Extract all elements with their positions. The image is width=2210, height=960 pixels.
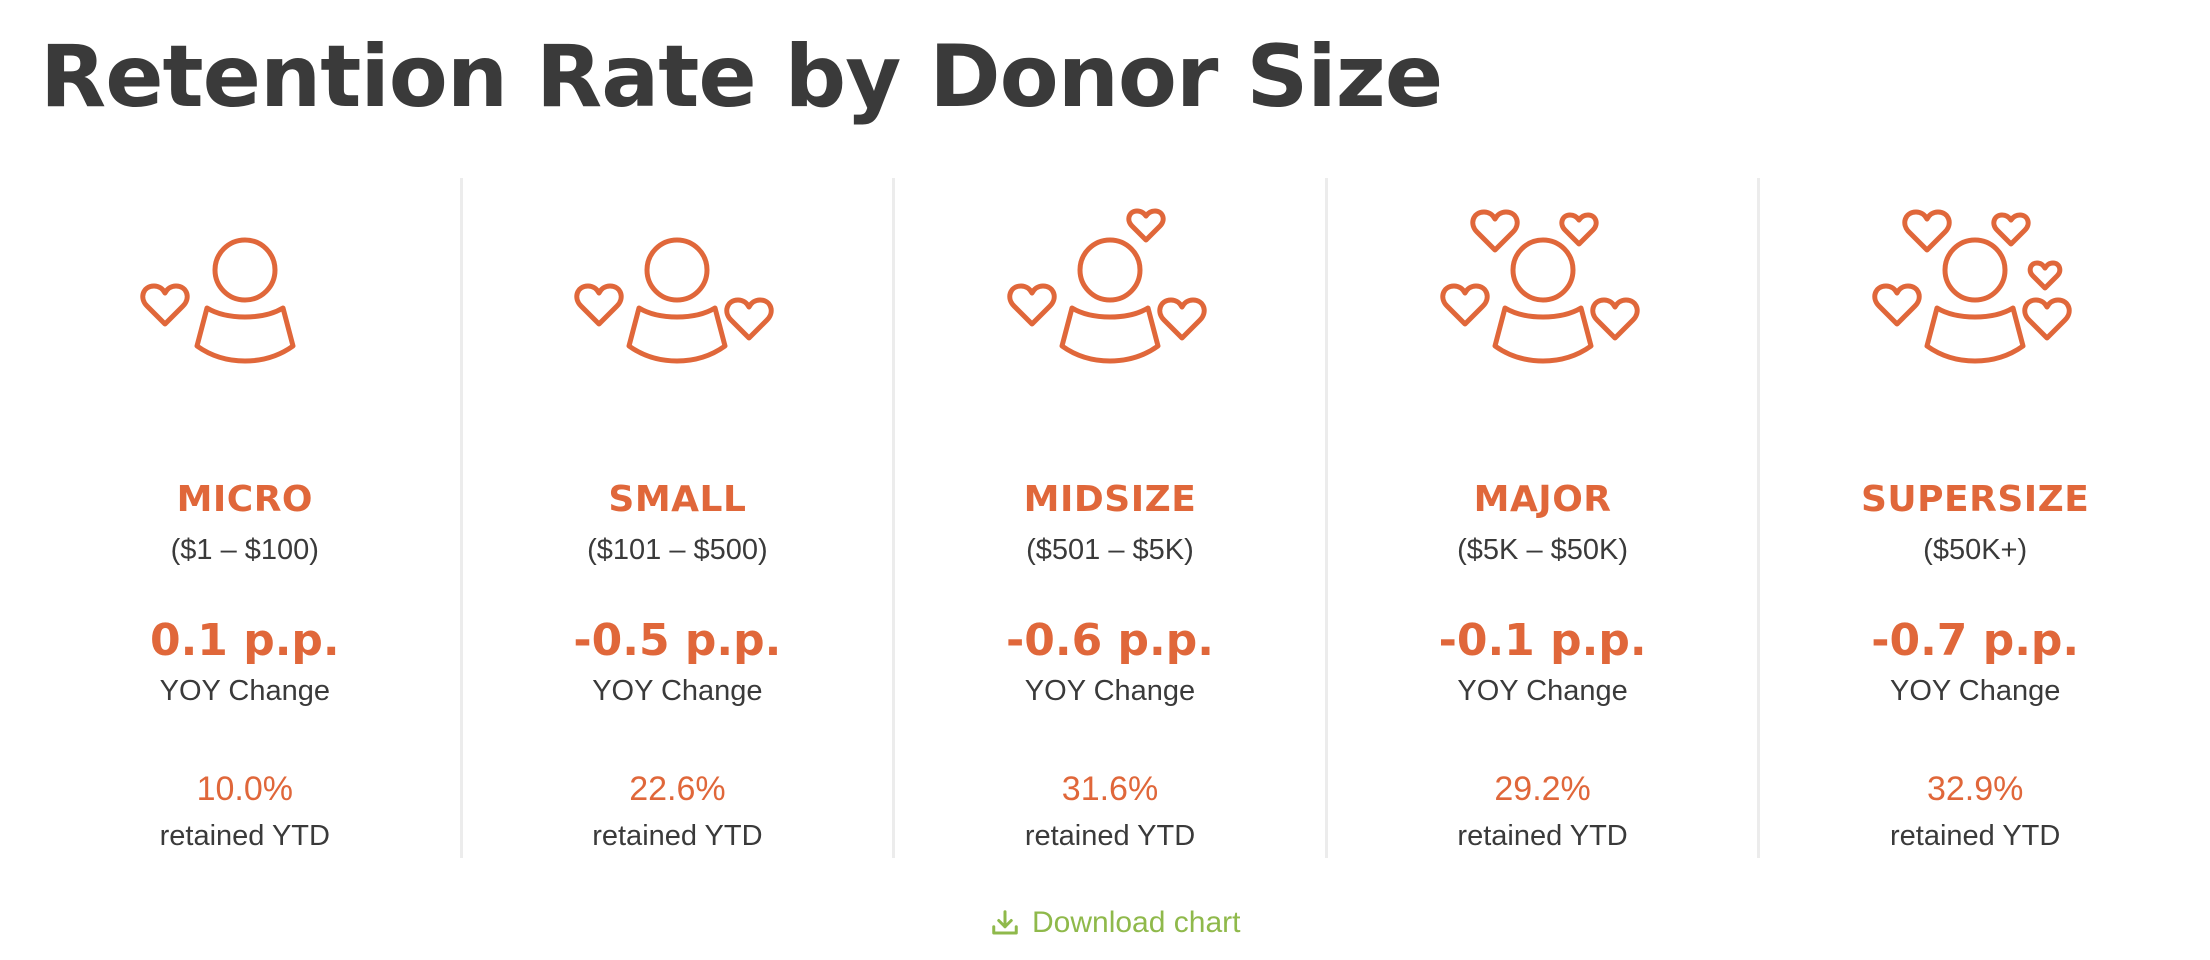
download-chart-label[interactable]: Download chart: [1032, 906, 1241, 939]
segment-name: MAJOR: [1473, 479, 1612, 520]
retained-value: 29.2%: [1494, 770, 1591, 808]
person-four-hearts-icon: [1433, 208, 1653, 418]
yoy-change-value: -0.5 p.p.: [573, 615, 782, 666]
yoy-change-value: -0.7 p.p.: [1871, 615, 2080, 666]
yoy-change-value: 0.1 p.p.: [149, 615, 340, 666]
yoy-change-value: -0.1 p.p.: [1438, 615, 1647, 666]
yoy-change-value: -0.6 p.p.: [1006, 615, 1214, 666]
yoy-change-label: YOY Change: [1889, 675, 2061, 707]
card-small: SMALL ($101 – $500) -0.5 p.p. YOY Change…: [459, 178, 893, 858]
page-title: Retention Rate by Donor Size: [40, 27, 1443, 127]
retained-label: retained YTD: [592, 820, 763, 852]
segment-range: ($501 – $5K): [1026, 534, 1194, 566]
yoy-change-label: YOY Change: [1024, 675, 1196, 707]
segment-name: MIDSIZE: [1023, 479, 1197, 520]
donor-size-cards: MICRO ($1 – $100) 0.1 p.p. YOY Change 10…: [30, 178, 2190, 858]
retained-value: 22.6%: [629, 770, 726, 808]
retained-label: retained YTD: [1024, 820, 1196, 852]
yoy-change-label: YOY Change: [1457, 675, 1628, 707]
segment-name: MICRO: [176, 479, 314, 520]
card-midsize: MIDSIZE ($501 – $5K) -0.6 p.p. YOY Chang…: [892, 178, 1325, 858]
segment-name: SMALL: [608, 479, 747, 520]
card-major: MAJOR ($5K – $50K) -0.1 p.p. YOY Change …: [1324, 178, 1758, 858]
download-chart-button[interactable]: Download chart: [990, 908, 1240, 938]
yoy-change-label: YOY Change: [159, 675, 330, 707]
download-icon: [990, 908, 1020, 938]
segment-range: ($101 – $500): [587, 534, 768, 566]
retained-label: retained YTD: [159, 820, 330, 852]
retained-label: retained YTD: [1457, 820, 1628, 852]
retained-label: retained YTD: [1890, 820, 2061, 852]
person-two-hearts-icon: [567, 208, 787, 418]
retained-value: 10.0%: [196, 770, 293, 808]
card-micro: MICRO ($1 – $100) 0.1 p.p. YOY Change 10…: [30, 178, 460, 858]
retained-value: 32.9%: [1926, 770, 2024, 808]
person-five-hearts-icon: [1865, 208, 2085, 418]
segment-name: SUPERSIZE: [1860, 479, 2090, 520]
card-supersize: SUPERSIZE ($50K+) -0.7 p.p. YOY Change 3…: [1757, 178, 2190, 858]
yoy-change-label: YOY Change: [592, 675, 763, 707]
person-one-heart-icon: [135, 208, 355, 418]
person-three-hearts-icon: [1000, 208, 1220, 418]
retained-value: 31.6%: [1061, 770, 1159, 808]
segment-range: ($50K+): [1923, 534, 2028, 566]
segment-range: ($5K – $50K): [1457, 534, 1629, 566]
segment-range: ($1 – $100): [170, 534, 319, 566]
